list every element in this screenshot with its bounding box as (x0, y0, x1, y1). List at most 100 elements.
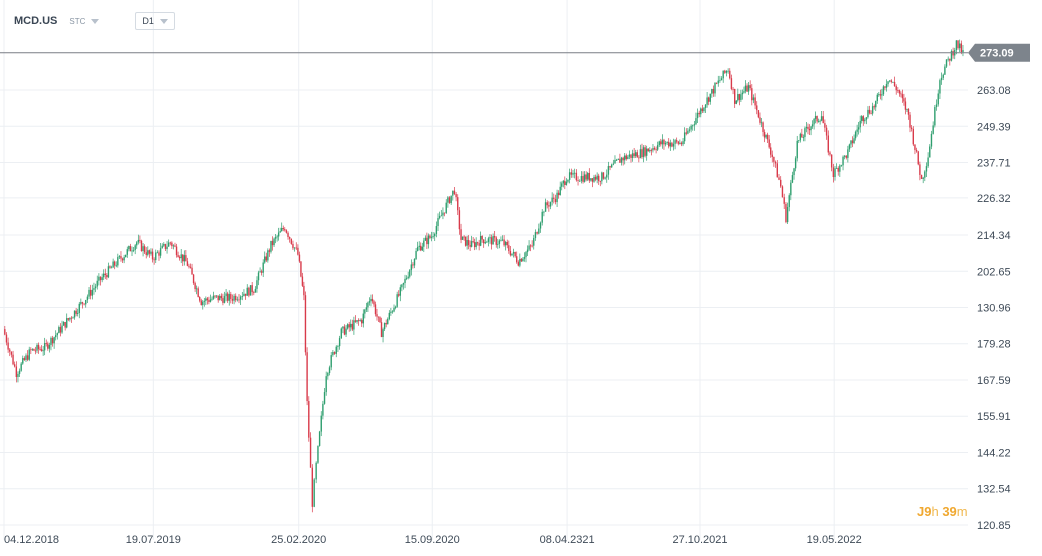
candle-body (564, 180, 566, 186)
candle-body (180, 254, 182, 259)
candle-body (904, 101, 907, 110)
candle-body (950, 51, 953, 61)
candle-body (318, 431, 321, 446)
candle-body (98, 276, 100, 281)
candle-body (785, 203, 787, 223)
y-tick-label: 237.71 (977, 157, 1011, 169)
candle-body (484, 242, 486, 244)
candle-body (478, 243, 480, 246)
candle-body (847, 149, 849, 158)
candle-body (816, 116, 818, 122)
candle-body (944, 66, 946, 75)
candle-body (508, 245, 510, 252)
y-tick-label: 144.22 (977, 448, 1011, 460)
candle-body (215, 295, 218, 297)
candle-body (945, 59, 948, 67)
candle-body (50, 337, 52, 345)
candle-body (370, 298, 372, 302)
candle-body (112, 261, 114, 268)
candle-body (495, 237, 497, 245)
candle-body (778, 177, 780, 180)
candle-body (958, 43, 961, 49)
candle-body (391, 311, 394, 313)
candle-body (909, 114, 911, 128)
candle-body (817, 121, 820, 122)
candle-body (276, 236, 278, 238)
candle-body (285, 230, 288, 233)
candle-body (277, 232, 280, 237)
candle-body (416, 247, 419, 251)
candle-body (123, 257, 125, 261)
candle-body (661, 139, 664, 145)
candle-body (188, 265, 190, 267)
candle-body (727, 70, 729, 72)
candle-body (598, 175, 600, 181)
candle-body (246, 287, 248, 296)
candle-body (551, 197, 553, 203)
candle-body (915, 149, 918, 152)
candle-body (610, 164, 613, 168)
candle-body (443, 212, 446, 214)
symbol-label[interactable]: MCD.US (14, 15, 58, 27)
candle-body (338, 338, 341, 347)
x-axis: 04.12.2018 19.07.2019 25.02.2020 15.09.2020… (4, 534, 862, 546)
candle-body (194, 283, 196, 290)
candle-body (827, 135, 829, 153)
candle-body (320, 415, 322, 432)
candle-body (212, 295, 215, 299)
candle-body (182, 254, 184, 262)
candle-body (738, 94, 741, 100)
candle-body (340, 328, 342, 339)
candle-body (593, 176, 595, 182)
candle-body (159, 248, 162, 256)
candle-body (56, 333, 58, 336)
instrument-type-dropdown[interactable]: STC (69, 17, 100, 26)
candle-body (692, 125, 694, 127)
candle-body (790, 182, 792, 196)
candle-body (217, 295, 219, 301)
candle-body (523, 257, 526, 259)
candle-body (842, 156, 844, 166)
candle-body (924, 171, 926, 178)
candle-body (140, 240, 143, 252)
candle-body (219, 295, 221, 301)
candle-body (892, 81, 894, 83)
candle-body (66, 318, 68, 328)
candle-body (147, 250, 149, 255)
candle-body (707, 97, 710, 102)
candle-body (627, 156, 629, 159)
candle-body (706, 97, 708, 105)
candle-body (332, 351, 334, 356)
timeframe-dropdown[interactable]: D1 (135, 12, 175, 30)
candle-body (271, 240, 274, 246)
candle-body (317, 445, 319, 463)
candle-body (18, 370, 21, 374)
candle-body (427, 235, 430, 245)
candle-body (126, 249, 128, 255)
candle-body (690, 125, 692, 130)
candle-body (740, 94, 742, 100)
candle-body (401, 284, 403, 288)
candle-body (303, 285, 305, 296)
candle-body (711, 89, 713, 94)
candle-body (9, 349, 11, 352)
candle-body (290, 238, 293, 244)
candle-body (268, 250, 271, 252)
candle-body (448, 197, 451, 204)
candle-body (20, 363, 22, 371)
candle-body (197, 288, 199, 297)
candle-body (861, 116, 863, 121)
candle-body (183, 255, 186, 262)
candle-body (473, 242, 476, 248)
candle-body (720, 78, 723, 81)
y-tick-label: 179.28 (977, 339, 1011, 351)
candle-body (230, 294, 232, 299)
candle-body (113, 261, 116, 266)
timer-hours-unit: h (931, 504, 939, 519)
candle-body (134, 245, 136, 251)
candle-body (868, 109, 871, 114)
candle-body (467, 240, 470, 246)
candle-body (284, 229, 286, 231)
candle-body (538, 228, 540, 234)
